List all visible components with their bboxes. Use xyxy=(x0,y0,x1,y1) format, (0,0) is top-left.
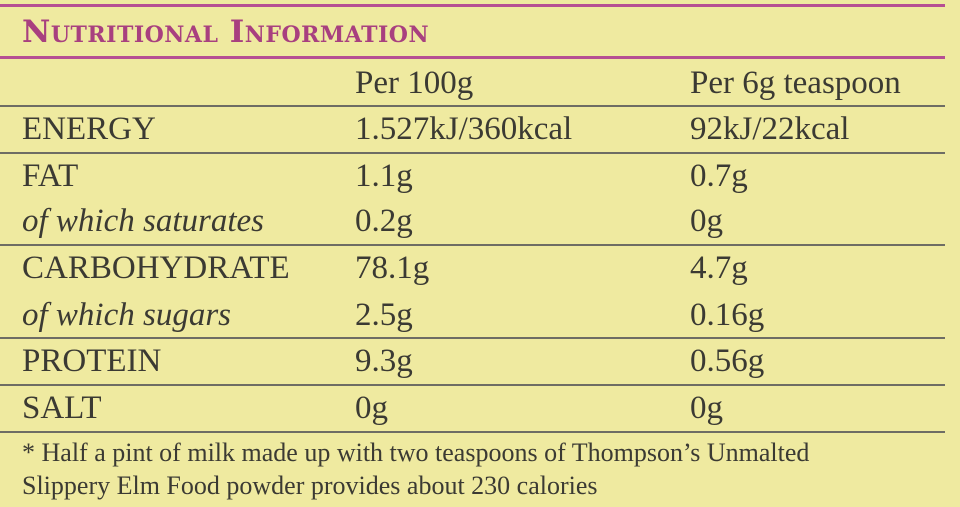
table-row: CARBOHYDRATE 78.1g 4.7g xyxy=(0,245,945,291)
table-row: PROTEIN 9.3g 0.56g xyxy=(0,338,945,384)
top-divider xyxy=(0,4,945,7)
page-title: Nutritional Information xyxy=(22,14,430,50)
header-per-100g: Per 100g xyxy=(355,65,474,101)
row-divider xyxy=(0,105,945,107)
row-value-per-100g: 1.1g xyxy=(355,158,413,194)
row-value-per-100g: 0.2g xyxy=(355,203,413,239)
row-value-per-teaspoon: 0.16g xyxy=(690,297,765,333)
row-value-per-teaspoon: 4.7g xyxy=(690,250,748,286)
row-divider xyxy=(0,244,945,246)
table-row: ENERGY 1.527kJ/360kcal 92kJ/22kcal xyxy=(0,106,945,152)
row-divider xyxy=(0,152,945,154)
header-per-teaspoon: Per 6g teaspoon xyxy=(690,65,901,101)
row-value-per-100g: 9.3g xyxy=(355,343,413,379)
footnote-line: * Half a pint of milk made up with two t… xyxy=(22,438,810,467)
row-value-per-100g: 1.527kJ/360kcal xyxy=(355,111,573,147)
row-label: ENERGY xyxy=(22,111,156,147)
row-label: of which sugars xyxy=(22,297,232,333)
row-value-per-100g: 0g xyxy=(355,390,388,426)
row-value-per-teaspoon: 0.56g xyxy=(690,343,765,379)
row-label: PROTEIN xyxy=(22,343,162,379)
row-value-per-100g: 2.5g xyxy=(355,297,413,333)
row-label: of which saturates xyxy=(22,203,265,239)
table-row: of which saturates 0.2g 0g xyxy=(0,198,945,244)
row-value-per-100g: 78.1g xyxy=(355,250,430,286)
row-label: FAT xyxy=(22,158,79,194)
table-row: FAT 1.1g 0.7g xyxy=(0,153,945,199)
footnote: * Half a pint of milk made up with two t… xyxy=(22,436,809,502)
row-label: SALT xyxy=(22,390,102,426)
footnote-line: Slippery Elm Food powder provides about … xyxy=(22,471,598,500)
row-value-per-teaspoon: 0g xyxy=(690,390,723,426)
row-divider xyxy=(0,384,945,386)
row-value-per-teaspoon: 92kJ/22kcal xyxy=(690,111,850,147)
row-divider xyxy=(0,431,945,433)
title-divider xyxy=(0,56,945,59)
table-row: SALT 0g 0g xyxy=(0,385,945,431)
row-value-per-teaspoon: 0g xyxy=(690,203,723,239)
table-header-row: Per 100g Per 6g teaspoon xyxy=(0,60,945,106)
row-divider xyxy=(0,337,945,339)
table-row: of which sugars 2.5g 0.16g xyxy=(0,292,945,338)
row-label: CARBOHYDRATE xyxy=(22,250,290,286)
row-value-per-teaspoon: 0.7g xyxy=(690,158,748,194)
